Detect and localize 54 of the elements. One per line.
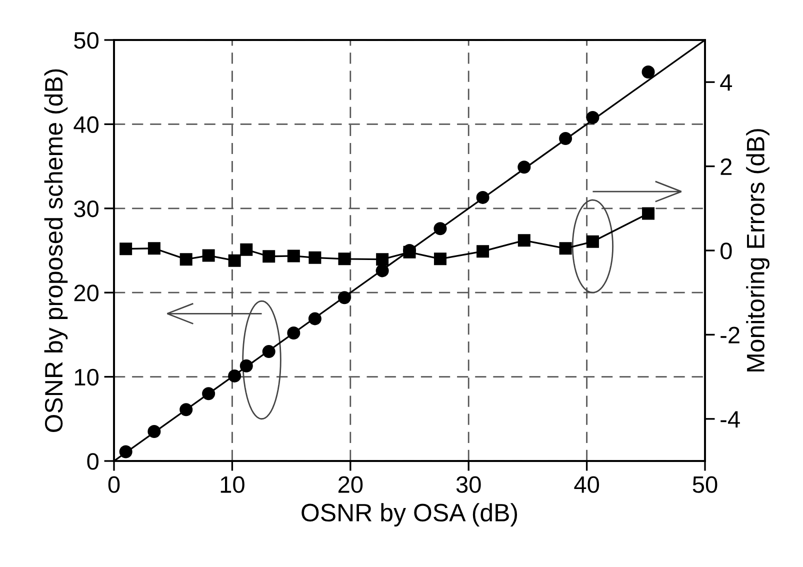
point xyxy=(338,252,351,266)
y2-tick-label: 2 xyxy=(720,158,732,175)
point xyxy=(262,250,276,263)
point xyxy=(202,387,216,400)
y-tick-label: 40 xyxy=(74,116,98,133)
y2-axis-title: Monitoring Errors (dB) xyxy=(746,129,770,372)
point xyxy=(240,243,253,256)
y-tick-label: 0 xyxy=(87,453,98,470)
point xyxy=(308,251,322,264)
x-tick-label: 0 xyxy=(108,476,120,493)
point xyxy=(559,242,572,255)
x-tick-label: 10 xyxy=(220,476,244,493)
x-tick-label: 40 xyxy=(574,476,600,493)
point xyxy=(202,249,215,262)
point xyxy=(287,326,300,340)
y-tick-label: 30 xyxy=(74,200,98,218)
y-axis-title: OSNR by proposed scheme (dB) xyxy=(44,69,68,432)
point xyxy=(642,65,655,78)
point xyxy=(518,160,531,174)
point xyxy=(476,190,490,204)
point xyxy=(228,369,242,382)
y-tick-label: 20 xyxy=(74,284,98,302)
point xyxy=(148,425,161,438)
point xyxy=(308,312,322,326)
point xyxy=(338,291,351,304)
point xyxy=(262,345,276,358)
x-axis-title: OSNR by OSA (dB) xyxy=(302,503,518,526)
point xyxy=(376,253,389,266)
point xyxy=(240,359,253,372)
y2-tick-label: 4 xyxy=(720,74,732,91)
x-tick-label: 20 xyxy=(338,476,363,493)
y2-tick-label: -4 xyxy=(720,411,740,428)
point xyxy=(376,264,389,278)
point xyxy=(586,110,600,124)
point xyxy=(180,253,192,266)
point xyxy=(559,132,572,146)
y2-tick-label: 0 xyxy=(720,242,732,260)
point xyxy=(228,254,241,267)
point xyxy=(476,245,490,258)
x-tick-label: 30 xyxy=(456,476,481,493)
x-tick-label: 50 xyxy=(692,476,718,493)
point xyxy=(119,445,132,458)
point xyxy=(518,234,530,247)
point xyxy=(434,222,447,236)
point xyxy=(642,207,655,220)
y-tick-label: 10 xyxy=(74,368,98,386)
y-tick-label: 50 xyxy=(74,32,98,49)
point xyxy=(287,250,300,262)
point xyxy=(434,252,446,266)
point xyxy=(120,242,132,256)
y2-tick-label: -2 xyxy=(720,326,740,344)
point xyxy=(586,235,599,248)
point xyxy=(148,242,160,255)
point xyxy=(180,403,193,416)
